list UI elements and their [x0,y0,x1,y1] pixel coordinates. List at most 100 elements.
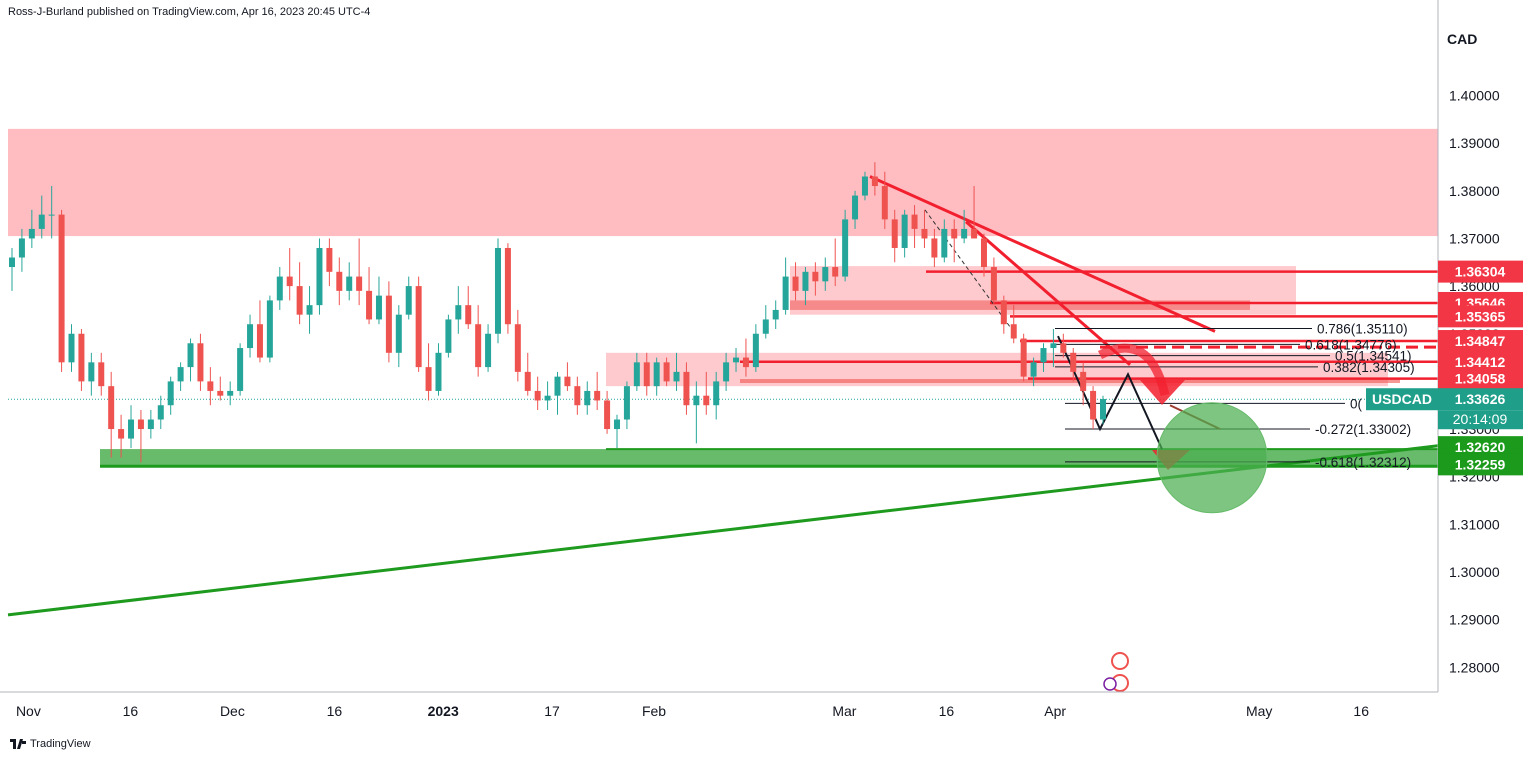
candle-body [633,362,640,387]
currency-label: CAD [1447,31,1477,47]
candle-body [276,276,283,301]
candle-body [703,395,710,406]
candle-body [375,295,382,320]
candle-body [643,362,650,387]
candle-body [128,419,135,439]
candles-layer [9,162,1106,463]
candle-body [1100,399,1106,420]
candle-body [197,343,204,382]
price-label: 1.34847 [1455,333,1506,349]
candle-body [951,228,958,239]
candle-body [1070,352,1077,372]
candle-body [861,176,868,196]
price-label-box [1438,260,1523,283]
price-label-box [1438,305,1523,328]
candle-body [118,429,125,439]
x-tick-label: 16 [327,703,343,719]
y-tick-label: 1.37000 [1449,230,1500,246]
candle-body [187,343,194,368]
candle-body [971,228,978,239]
candle-body [445,319,452,353]
candle-body [1010,324,1017,339]
tradingview-footer[interactable]: TradingView [10,738,91,750]
zones-layer [8,128,1438,468]
candle-body [931,238,938,258]
candle-body [911,214,918,229]
fib-level-label: 0.5(1.34541) [1335,349,1412,364]
candle-body [534,390,541,401]
red-inner-band [740,379,1400,384]
y-tick-label: 1.29000 [1449,612,1500,628]
price-label-box [1438,367,1523,390]
candle-body [832,267,839,277]
symbol-tag: USDCAD [1372,391,1432,407]
candle-body [961,228,968,239]
price-label: 1.35365 [1455,308,1506,324]
candle-body [167,381,174,406]
candle-body [772,309,779,320]
candle-body [58,214,65,363]
price-label: 1.32259 [1455,456,1506,472]
candle-body [673,371,680,382]
candle-body [38,214,45,229]
candle-body [1050,343,1057,349]
fib-level-label: 0.786(1.35110) [1317,322,1408,337]
fib-anchor-line [924,209,1016,335]
candle-body [366,290,373,320]
price-label: 1.36304 [1455,264,1506,280]
candle-body [584,390,591,406]
y-tick-label: 1.38000 [1449,183,1500,199]
candle-body [554,376,561,396]
candle-body [296,286,303,315]
candle-body [941,228,948,258]
event-marker-icon [1103,677,1117,691]
candle-body [852,195,859,220]
x-tick-label: Nov [16,703,41,719]
candle-body [207,381,214,391]
x-tick-label: Apr [1044,703,1066,719]
price-label: 1.34058 [1455,371,1506,387]
y-tick-label: 1.31000 [1449,516,1500,532]
candle-body [475,324,482,368]
candle-body [177,367,184,382]
candle-body [514,324,521,372]
x-tick-label: Dec [220,703,245,719]
candle-body [78,333,85,382]
y-tick-label: 1.28000 [1449,659,1500,675]
candle-body [415,286,422,368]
candle-body [237,348,244,391]
price-label-box [1438,330,1523,353]
candle-body [217,390,224,396]
candle-body [980,238,987,268]
candle-body [395,314,402,353]
publisher-header: Ross-J-Burland published on TradingView.… [8,6,371,18]
countdown-label: 20:14:09 [1453,411,1508,427]
candle-body [48,214,55,216]
candle-body [802,271,809,291]
candle-body [614,419,621,430]
candle-body [88,362,95,382]
candle-body [653,362,660,387]
candle-body [822,267,829,282]
x-tick-label: Feb [642,703,666,719]
candle-body [18,238,25,258]
candle-body [733,357,740,363]
candle-body [574,386,581,406]
candle-body [1000,300,1007,325]
candle-body [346,276,353,291]
candle-body [256,324,263,358]
price-label: 1.32620 [1455,439,1506,455]
candle-body [1090,390,1097,420]
candle-body [494,247,501,334]
price-label: 1.34412 [1455,354,1506,370]
candle-body [683,371,690,406]
candle-body [742,357,749,368]
candle-body [564,376,571,387]
projection-path [1057,335,1163,450]
candle-body [425,367,432,391]
tradingview-logo-icon [10,739,26,749]
fib-level-label: -0.618(1.32312) [1315,455,1411,470]
fib-level-label: 0( [1350,396,1363,411]
